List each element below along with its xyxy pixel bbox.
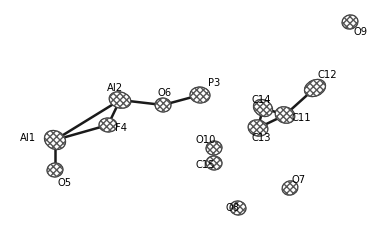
Text: O8: O8	[226, 203, 240, 213]
Ellipse shape	[282, 181, 298, 195]
Text: C11: C11	[291, 113, 311, 123]
Text: O10: O10	[196, 135, 216, 145]
Ellipse shape	[305, 79, 326, 97]
Ellipse shape	[109, 92, 131, 108]
Ellipse shape	[342, 15, 358, 29]
Text: O9: O9	[354, 27, 368, 37]
Ellipse shape	[99, 118, 117, 132]
Text: C14: C14	[252, 95, 271, 105]
Text: P3: P3	[208, 78, 220, 88]
Text: O7: O7	[292, 175, 306, 185]
Text: C13: C13	[252, 133, 271, 143]
Text: Al2: Al2	[107, 83, 123, 93]
Ellipse shape	[47, 163, 63, 177]
Text: C15: C15	[196, 160, 216, 170]
Ellipse shape	[248, 120, 268, 136]
Text: F4: F4	[115, 123, 127, 133]
Ellipse shape	[190, 87, 210, 103]
Ellipse shape	[44, 130, 65, 149]
Ellipse shape	[275, 107, 295, 123]
Ellipse shape	[206, 156, 222, 170]
Text: O6: O6	[157, 88, 171, 98]
Text: Al1: Al1	[20, 133, 36, 143]
Text: O5: O5	[58, 178, 72, 188]
Text: C12: C12	[318, 70, 338, 80]
Ellipse shape	[206, 141, 222, 155]
Ellipse shape	[230, 201, 246, 215]
Ellipse shape	[155, 98, 171, 112]
Ellipse shape	[253, 100, 273, 117]
